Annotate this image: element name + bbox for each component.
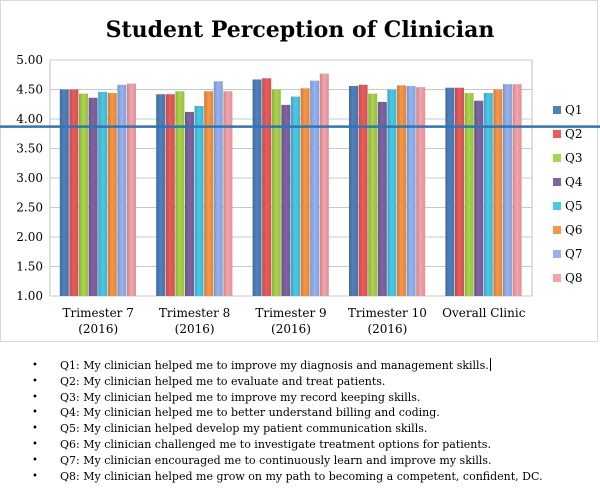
- chart-title: Student Perception of Clinician: [106, 17, 495, 43]
- bar-q2: [165, 94, 175, 296]
- bar-q2: [69, 89, 79, 296]
- bar-q6: [204, 91, 214, 297]
- bar-q5: [387, 89, 397, 296]
- question-note-q7: Q7: My clinician encouraged me to contin…: [30, 453, 590, 469]
- bar-q6: [107, 93, 117, 296]
- bar-q5: [98, 91, 108, 296]
- bar-q2: [262, 78, 272, 296]
- question-note-q6: Q6: My clinician challenged me to invest…: [30, 437, 590, 453]
- legend-swatch-q8: [553, 274, 561, 282]
- bar-q6: [493, 89, 503, 296]
- y-tick-label: 3.50: [16, 142, 43, 156]
- y-tick-label: 4.00: [16, 112, 43, 126]
- bar-q4: [88, 97, 98, 296]
- question-note-q3: Q3: My clinician helped me to improve my…: [30, 390, 590, 406]
- bar-q5: [483, 93, 493, 296]
- legend-label-q4: Q4: [565, 175, 583, 189]
- bar-q7: [213, 81, 223, 297]
- x-tick-label: Trimester 7 (2016): [63, 306, 134, 336]
- bar-q5: [194, 106, 204, 297]
- bar-q7: [406, 85, 416, 297]
- question-note-q2: Q2: My clinician helped me to evaluate a…: [30, 374, 590, 390]
- bar-q8: [223, 91, 233, 297]
- bar-q7: [117, 84, 127, 296]
- bar-q7: [503, 84, 512, 296]
- bar-q7: [310, 80, 320, 297]
- bar-q4: [281, 104, 291, 296]
- bar-q3: [79, 93, 88, 296]
- bar-q2: [455, 87, 464, 296]
- legend-label-q1: Q1: [565, 103, 582, 117]
- y-tick-label: 1.50: [16, 260, 43, 274]
- chart-frame: [0, 0, 598, 342]
- legend-swatch-q1: [553, 106, 561, 114]
- bar-q8: [319, 73, 329, 296]
- bar-q5: [291, 96, 300, 296]
- bar-chart: Student Perception of Clinician 1.00 1.50 2…: [0, 17, 600, 336]
- bar-q3: [464, 93, 474, 296]
- y-tick-label: 3.00: [16, 171, 43, 185]
- legend-label-q7: Q7: [565, 247, 582, 261]
- bar-q4: [474, 100, 484, 297]
- legend-swatch-q5: [553, 202, 561, 210]
- bar-q1: [59, 89, 69, 296]
- bar-q3: [175, 91, 185, 297]
- x-tick-label: Overall Clinic: [442, 306, 526, 320]
- bar-q1: [156, 94, 166, 296]
- x-tick-label: Trimester 8 (2016): [159, 306, 230, 336]
- y-tick-label: 1.00: [16, 289, 43, 303]
- question-note-q4: Q4: My clinician helped me to better und…: [30, 405, 590, 421]
- bar-q3: [368, 93, 378, 296]
- bar-q4: [377, 101, 387, 296]
- bar-q2: [358, 84, 368, 296]
- bar-q1: [445, 87, 455, 296]
- legend-swatch-q7: [553, 250, 561, 258]
- x-tick-label: Trimester 10 (2016): [348, 306, 427, 336]
- legend-label-q5: Q5: [565, 199, 582, 213]
- y-tick-label: 5.00: [16, 53, 43, 67]
- bar-q3: [271, 89, 281, 296]
- legend-label-q6: Q6: [565, 223, 582, 237]
- legend-label-q2: Q2: [565, 127, 582, 141]
- legend-swatch-q4: [553, 178, 561, 186]
- y-tick-label: 2.50: [16, 201, 43, 215]
- x-tick-label: Trimester 9 (2016): [255, 306, 326, 336]
- bar-q8: [416, 87, 426, 296]
- question-note-q1[interactable]: Q1: My clinician helped me to improve my…: [30, 358, 590, 374]
- bar-q6: [397, 85, 406, 297]
- legend-swatch-q6: [553, 226, 561, 234]
- bar-q4: [185, 111, 194, 296]
- legend-swatch-q3: [553, 154, 561, 162]
- legend-label-q3: Q3: [565, 151, 582, 165]
- legend-label-q8: Q8: [565, 271, 582, 285]
- question-note-q5: Q5: My clinician helped develop my patie…: [30, 421, 590, 437]
- bar-q6: [300, 88, 310, 296]
- bar-q8: [512, 84, 522, 296]
- y-tick-label: 4.50: [16, 83, 43, 97]
- question-legend-list: Q1: My clinician helped me to improve my…: [30, 358, 590, 484]
- bar-q1: [349, 85, 358, 297]
- bar-q8: [127, 83, 136, 296]
- question-note-q8: Q8: My clinician helped me grow on my pa…: [30, 469, 590, 485]
- y-tick-label: 2.00: [16, 230, 43, 244]
- legend-swatch-q2: [553, 130, 561, 138]
- bar-q1: [252, 79, 262, 296]
